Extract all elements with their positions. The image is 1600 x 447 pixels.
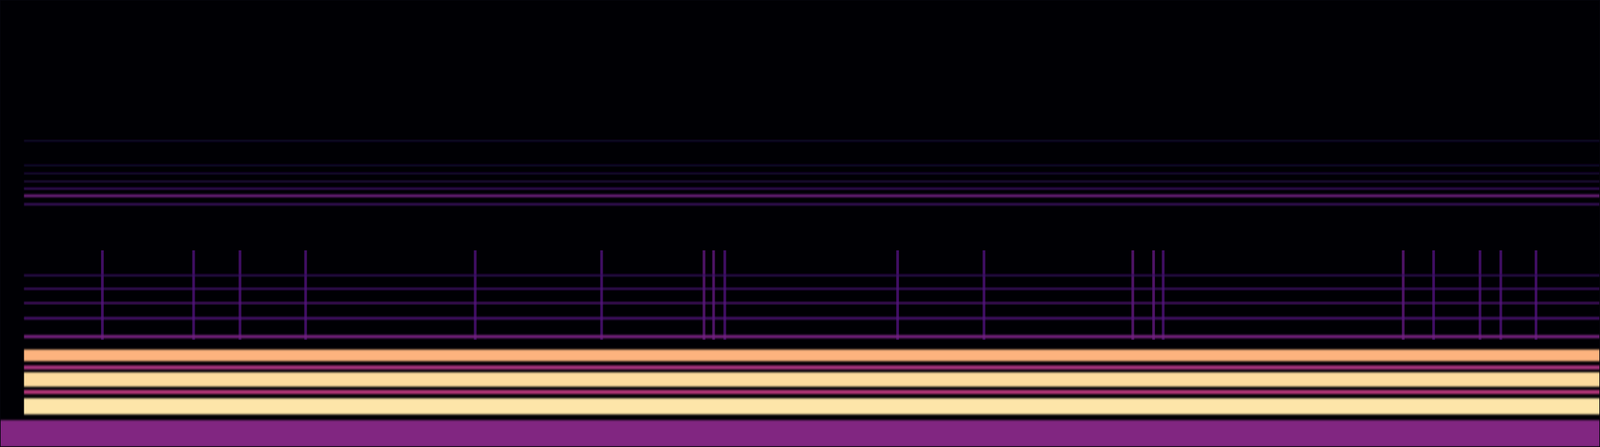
plot-frame bbox=[0, 0, 1600, 447]
background bbox=[0, 0, 1600, 447]
harmonic-line bbox=[24, 302, 1600, 305]
harmonic-line bbox=[24, 288, 1600, 291]
harmonic-line bbox=[24, 317, 1600, 320]
harmonic-line bbox=[24, 164, 1600, 167]
harmonic-line bbox=[24, 173, 1600, 175]
burst bbox=[1478, 250, 1482, 341]
burst bbox=[191, 250, 195, 341]
harmonic-line bbox=[24, 389, 1600, 394]
harmonic-line bbox=[24, 274, 1600, 277]
burst bbox=[1534, 250, 1538, 341]
spectrogram bbox=[0, 0, 1600, 447]
burst bbox=[723, 250, 726, 341]
burst bbox=[982, 250, 986, 341]
noise-floor bbox=[0, 420, 1600, 447]
burst bbox=[1161, 250, 1165, 341]
harmonic-line bbox=[24, 365, 1600, 370]
harmonic-line bbox=[24, 335, 1600, 339]
plot-area bbox=[0, 140, 1600, 447]
burst bbox=[238, 250, 242, 341]
harmonic-line bbox=[24, 349, 1600, 361]
harmonic-line bbox=[24, 203, 1600, 206]
burst bbox=[1432, 250, 1436, 341]
harmonic-line bbox=[24, 194, 1600, 198]
burst bbox=[712, 250, 716, 341]
burst bbox=[896, 250, 899, 341]
burst bbox=[304, 250, 308, 341]
harmonic-line bbox=[24, 372, 1600, 387]
harmonic-line bbox=[24, 187, 1600, 190]
burst bbox=[1402, 250, 1405, 341]
burst bbox=[474, 250, 477, 341]
burst bbox=[1499, 250, 1503, 341]
harmonic-line bbox=[24, 181, 1600, 183]
burst bbox=[101, 250, 104, 341]
harmonic-line bbox=[24, 398, 1600, 415]
burst bbox=[702, 250, 706, 341]
harmonic-line bbox=[24, 140, 1600, 142]
burst bbox=[1152, 250, 1155, 341]
burst bbox=[1131, 250, 1135, 341]
burst bbox=[600, 250, 603, 341]
